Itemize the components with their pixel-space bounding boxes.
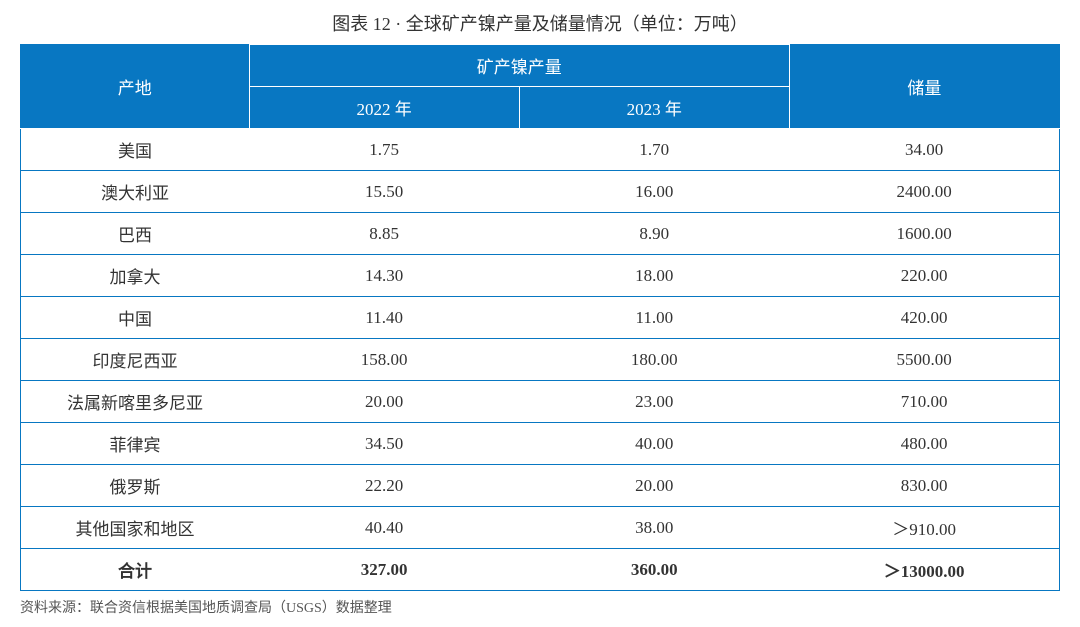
cell-origin: 俄罗斯 bbox=[21, 465, 250, 507]
cell-2022: 11.40 bbox=[249, 297, 519, 339]
cell-origin: 澳大利亚 bbox=[21, 171, 250, 213]
cell-2022: 40.40 bbox=[249, 507, 519, 549]
cell-reserves: 1600.00 bbox=[789, 213, 1059, 255]
header-2022: 2022 年 bbox=[249, 87, 519, 129]
cell-2023: 18.00 bbox=[519, 255, 789, 297]
cell-reserves: 2400.00 bbox=[789, 171, 1059, 213]
nickel-table: 产地 矿产镍产量 储量 2022 年 2023 年 美国1.751.7034.0… bbox=[20, 44, 1060, 591]
table-row: 巴西8.858.901600.00 bbox=[21, 213, 1060, 255]
cell-reserves: 710.00 bbox=[789, 381, 1059, 423]
cell-reserves: 220.00 bbox=[789, 255, 1059, 297]
header-2023: 2023 年 bbox=[519, 87, 789, 129]
cell-2022: 327.00 bbox=[249, 549, 519, 591]
cell-2022: 158.00 bbox=[249, 339, 519, 381]
table-total-row: 合计327.00360.00＞13000.00 bbox=[21, 549, 1060, 591]
cell-2023: 20.00 bbox=[519, 465, 789, 507]
cell-2022: 8.85 bbox=[249, 213, 519, 255]
table-row: 印度尼西亚158.00180.005500.00 bbox=[21, 339, 1060, 381]
table-body: 美国1.751.7034.00 澳大利亚15.5016.002400.00 巴西… bbox=[21, 129, 1060, 591]
cell-2023: 11.00 bbox=[519, 297, 789, 339]
cell-2022: 34.50 bbox=[249, 423, 519, 465]
data-source-note: 资料来源：联合资信根据美国地质调查局（USGS）数据整理 bbox=[20, 597, 1060, 617]
cell-origin: 法属新喀里多尼亚 bbox=[21, 381, 250, 423]
cell-origin: 菲律宾 bbox=[21, 423, 250, 465]
cell-2022: 15.50 bbox=[249, 171, 519, 213]
cell-origin: 其他国家和地区 bbox=[21, 507, 250, 549]
table-row: 中国11.4011.00420.00 bbox=[21, 297, 1060, 339]
cell-2023: 180.00 bbox=[519, 339, 789, 381]
cell-reserves: 830.00 bbox=[789, 465, 1059, 507]
table-title: 图表 12 · 全球矿产镍产量及储量情况（单位：万吨） bbox=[20, 10, 1060, 36]
table-row: 加拿大14.3018.00220.00 bbox=[21, 255, 1060, 297]
cell-2023: 40.00 bbox=[519, 423, 789, 465]
header-origin: 产地 bbox=[21, 45, 250, 129]
cell-origin: 美国 bbox=[21, 129, 250, 171]
cell-2022: 20.00 bbox=[249, 381, 519, 423]
table-header: 产地 矿产镍产量 储量 2022 年 2023 年 bbox=[21, 45, 1060, 129]
cell-2023: 23.00 bbox=[519, 381, 789, 423]
cell-origin: 合计 bbox=[21, 549, 250, 591]
cell-origin: 中国 bbox=[21, 297, 250, 339]
cell-reserves: ＞910.00 bbox=[789, 507, 1059, 549]
table-row: 澳大利亚15.5016.002400.00 bbox=[21, 171, 1060, 213]
table-row: 法属新喀里多尼亚20.0023.00710.00 bbox=[21, 381, 1060, 423]
table-row: 美国1.751.7034.00 bbox=[21, 129, 1060, 171]
cell-reserves: 34.00 bbox=[789, 129, 1059, 171]
cell-2022: 14.30 bbox=[249, 255, 519, 297]
cell-2023: 1.70 bbox=[519, 129, 789, 171]
header-production-group: 矿产镍产量 bbox=[249, 45, 789, 87]
cell-reserves: 480.00 bbox=[789, 423, 1059, 465]
cell-reserves: ＞13000.00 bbox=[789, 549, 1059, 591]
cell-origin: 巴西 bbox=[21, 213, 250, 255]
cell-2023: 38.00 bbox=[519, 507, 789, 549]
cell-2023: 16.00 bbox=[519, 171, 789, 213]
cell-2023: 360.00 bbox=[519, 549, 789, 591]
cell-reserves: 420.00 bbox=[789, 297, 1059, 339]
table-row: 俄罗斯22.2020.00830.00 bbox=[21, 465, 1060, 507]
header-reserves: 储量 bbox=[789, 45, 1059, 129]
table-row: 其他国家和地区40.4038.00＞910.00 bbox=[21, 507, 1060, 549]
cell-2023: 8.90 bbox=[519, 213, 789, 255]
cell-origin: 印度尼西亚 bbox=[21, 339, 250, 381]
cell-origin: 加拿大 bbox=[21, 255, 250, 297]
table-row: 菲律宾34.5040.00480.00 bbox=[21, 423, 1060, 465]
cell-reserves: 5500.00 bbox=[789, 339, 1059, 381]
cell-2022: 1.75 bbox=[249, 129, 519, 171]
cell-2022: 22.20 bbox=[249, 465, 519, 507]
